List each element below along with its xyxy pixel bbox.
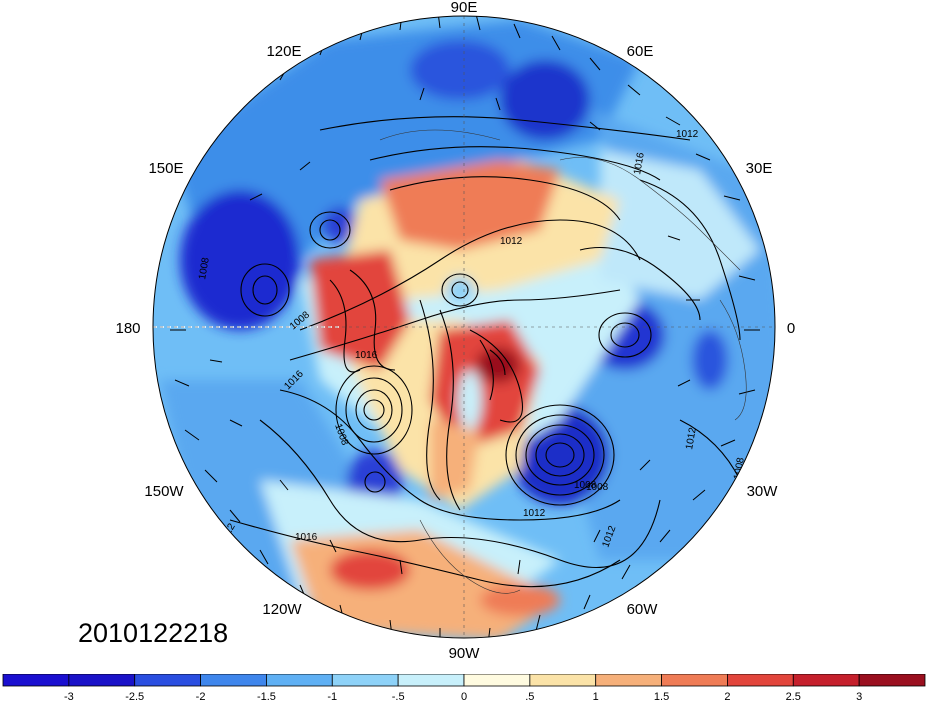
colorbar-box bbox=[266, 674, 333, 687]
lon-label-60w: 60W bbox=[627, 601, 659, 618]
colorbar-box bbox=[2, 674, 70, 687]
isobar-contours bbox=[229, 116, 741, 588]
colorbar-tick-label: 0 bbox=[461, 691, 467, 702]
colorbar-tick-label: 1 bbox=[593, 691, 599, 702]
colorbar-box bbox=[397, 674, 465, 687]
colorbar-box bbox=[595, 674, 662, 687]
colorbar-tick-label: -1.5 bbox=[257, 691, 276, 702]
colorbar-box bbox=[463, 674, 531, 687]
lon-label-60e: 60E bbox=[627, 43, 654, 60]
lon-label-150e: 150E bbox=[148, 160, 183, 177]
lon-label-90e: 90E bbox=[451, 0, 478, 16]
colorbar-tick-label: 2 bbox=[724, 691, 730, 702]
wind-barbs bbox=[170, 16, 760, 638]
colorbar-box bbox=[792, 674, 860, 687]
map-boundary bbox=[152, 15, 776, 639]
lon-label-30w: 30W bbox=[747, 483, 779, 500]
colorbar-box bbox=[727, 674, 794, 687]
colorbar-box bbox=[68, 674, 136, 687]
contour-labels: 1012 1016 1012 1008 1016 1008 1016 1012 … bbox=[197, 129, 747, 549]
contour-label: 1012 bbox=[500, 236, 523, 247]
colorbar-box bbox=[134, 674, 201, 687]
contour-label: 1016 bbox=[295, 532, 318, 543]
colorbar-tick-label: -2 bbox=[196, 691, 206, 702]
lon-label-30e: 30E bbox=[746, 160, 773, 177]
lon-label-0: 0 bbox=[787, 320, 795, 337]
contour-label: 1016 bbox=[355, 350, 378, 361]
colorbar: -3 -2.5 -2 -1.5 -1 -.5 0 .5 1 1.5 2 2.5 3 bbox=[2, 674, 926, 702]
colorbar-tick-label: 2.5 bbox=[786, 691, 801, 702]
meridians bbox=[153, 16, 775, 638]
colorbar-tick-label: -.5 bbox=[392, 691, 405, 702]
lon-label-120w: 120W bbox=[262, 601, 302, 618]
lon-label-150w: 150W bbox=[144, 483, 184, 500]
contour-label: 1008 bbox=[574, 480, 597, 491]
timestamp: 2010122218 bbox=[78, 618, 229, 648]
colorbar-box bbox=[529, 674, 597, 687]
colorbar-tick-label: 3 bbox=[856, 691, 862, 702]
colorbar-tick-label: -2.5 bbox=[125, 691, 144, 702]
colorbar-tick-label: -1 bbox=[327, 691, 337, 702]
colorbar-box bbox=[200, 674, 267, 687]
lon-label-90w: 90W bbox=[449, 645, 481, 662]
colorbar-tick-label: 1.5 bbox=[654, 691, 669, 702]
contour-label: 1012 bbox=[523, 508, 546, 519]
coastlines bbox=[379, 129, 747, 594]
colorbar-tick-label: -3 bbox=[64, 691, 74, 702]
contour-label: 1012 bbox=[676, 129, 699, 140]
colorbar-box bbox=[661, 674, 728, 687]
lon-label-180: 180 bbox=[115, 320, 140, 337]
colorbar-box bbox=[331, 674, 399, 687]
map-disk: 1012 1016 1012 1008 1016 1008 1016 1012 … bbox=[153, 16, 775, 638]
contour-label: 1008 bbox=[586, 482, 609, 493]
contour-label: 1008 bbox=[197, 256, 212, 280]
colorbar-tick-label: .5 bbox=[525, 691, 534, 702]
lon-label-120e: 120E bbox=[266, 43, 301, 60]
contour-label: 1012 bbox=[684, 426, 699, 450]
contour-label: 1016 bbox=[632, 151, 647, 175]
colorbar-box bbox=[858, 674, 926, 687]
